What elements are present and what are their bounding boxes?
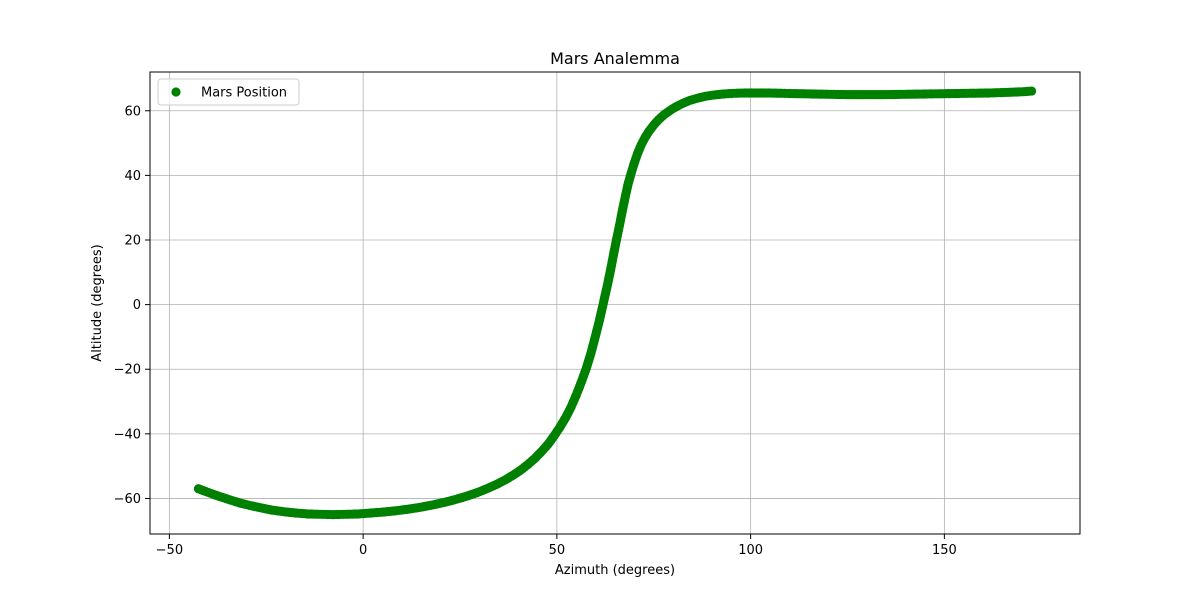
y-axis-ticks: −60 −40 −20 0 20 40 60	[114, 104, 150, 507]
y-axis-label: Altitude (degrees)	[90, 244, 105, 361]
data-points	[193, 86, 1037, 520]
y-tick-label: 0	[133, 298, 141, 313]
chart-title: Mars Analemma	[550, 49, 680, 68]
y-tick-label: 20	[124, 234, 141, 249]
legend-marker	[171, 87, 181, 97]
y-tick-label: 40	[124, 169, 141, 184]
legend: Mars Position	[157, 78, 300, 106]
y-tick-label: −40	[114, 427, 141, 442]
x-axis-label: Azimuth (degrees)	[555, 563, 675, 578]
x-axis-ticks: −50 0 50 100 150	[156, 534, 957, 558]
x-tick-label: 100	[738, 543, 763, 558]
y-tick-label: −20	[114, 363, 141, 378]
y-tick-label: 60	[124, 104, 141, 119]
x-tick-label: 150	[932, 543, 957, 558]
x-tick-label: 0	[359, 543, 367, 558]
legend-label: Mars Position	[201, 86, 287, 101]
x-tick-label: 50	[549, 543, 566, 558]
y-tick-label: −60	[114, 492, 141, 507]
plot-frame	[149, 71, 1081, 535]
data-point	[1026, 86, 1037, 96]
x-tick-label: −50	[156, 543, 183, 558]
legend-box	[157, 78, 300, 106]
